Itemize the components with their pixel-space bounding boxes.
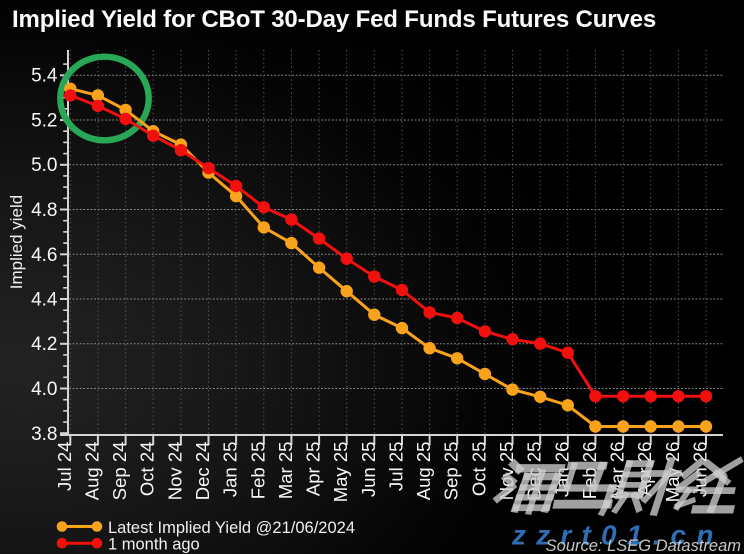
svg-text:5.2: 5.2 — [31, 111, 57, 132]
svg-text:Latest Implied Yield @21/06/20: Latest Implied Yield @21/06/2024 — [108, 519, 355, 537]
svg-text:4.8: 4.8 — [31, 200, 57, 221]
svg-text:4.6: 4.6 — [31, 245, 57, 266]
svg-text:Oct 25: Oct 25 — [468, 442, 489, 497]
svg-text:Jul 24: Jul 24 — [54, 442, 75, 491]
svg-text:Aug 25: Aug 25 — [413, 442, 434, 501]
svg-text:Oct 24: Oct 24 — [137, 442, 158, 497]
svg-text:Jan 25: Jan 25 — [220, 442, 241, 498]
svg-text:5.0: 5.0 — [31, 155, 57, 176]
svg-text:Apr 25: Apr 25 — [303, 442, 324, 497]
svg-text:Mar 25: Mar 25 — [275, 442, 296, 500]
svg-text:zzrt01.cn: zzrt01.cn — [511, 520, 724, 551]
svg-text:Jul 25: Jul 25 — [386, 442, 407, 491]
svg-text:Feb 25: Feb 25 — [247, 442, 268, 500]
svg-text:Nov 24: Nov 24 — [164, 442, 185, 501]
svg-text:Aug 24: Aug 24 — [81, 442, 102, 501]
svg-text:4.0: 4.0 — [31, 379, 57, 400]
svg-text:Dec 24: Dec 24 — [192, 442, 213, 501]
svg-text:5.4: 5.4 — [31, 66, 58, 87]
svg-text:May 25: May 25 — [330, 442, 351, 503]
svg-text:Sep 25: Sep 25 — [441, 442, 462, 501]
svg-text:Sep 24: Sep 24 — [109, 442, 130, 501]
svg-text:1 month ago: 1 month ago — [108, 536, 200, 554]
svg-text:4.4: 4.4 — [31, 290, 58, 311]
svg-text:Source: LSEG Datastream: Source: LSEG Datastream — [546, 537, 741, 554]
svg-text:Jun 25: Jun 25 — [358, 442, 379, 498]
svg-text:3.8: 3.8 — [31, 424, 57, 445]
svg-text:Implied yield: Implied yield — [7, 195, 26, 290]
svg-text:4.2: 4.2 — [31, 334, 57, 355]
